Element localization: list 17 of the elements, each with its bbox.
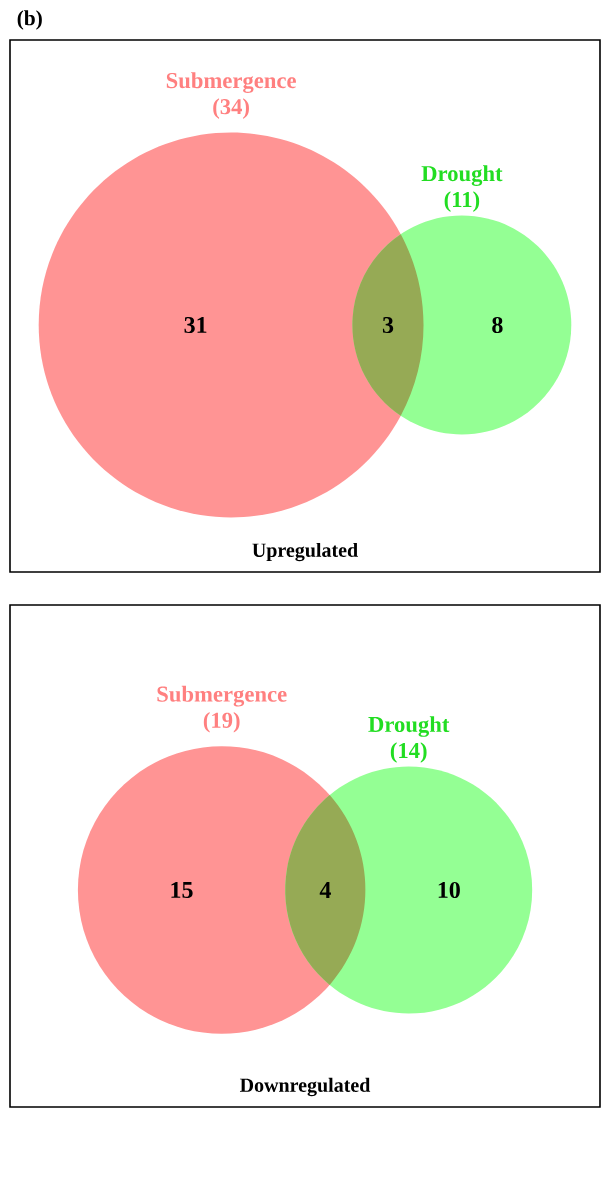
data-label: (11) [444,191,480,212]
category-label: Drought [368,716,450,737]
text: Downregulated [239,1077,371,1097]
text: Upregulated [252,542,358,562]
data-label: (14) [390,742,427,763]
text: 15 [171,881,193,899]
text: (b) [17,10,42,30]
category-label: Drought [421,165,503,186]
text: 3 [382,316,394,334]
text: 8 [492,316,503,334]
text: 10 [438,881,460,899]
category-label: Submergence [157,685,287,707]
data-label: (34) [213,98,249,119]
data-label: (19) [203,711,240,733]
text: 31 [184,316,207,334]
text: 4 [319,882,331,898]
category-label: Submergence [166,72,296,93]
